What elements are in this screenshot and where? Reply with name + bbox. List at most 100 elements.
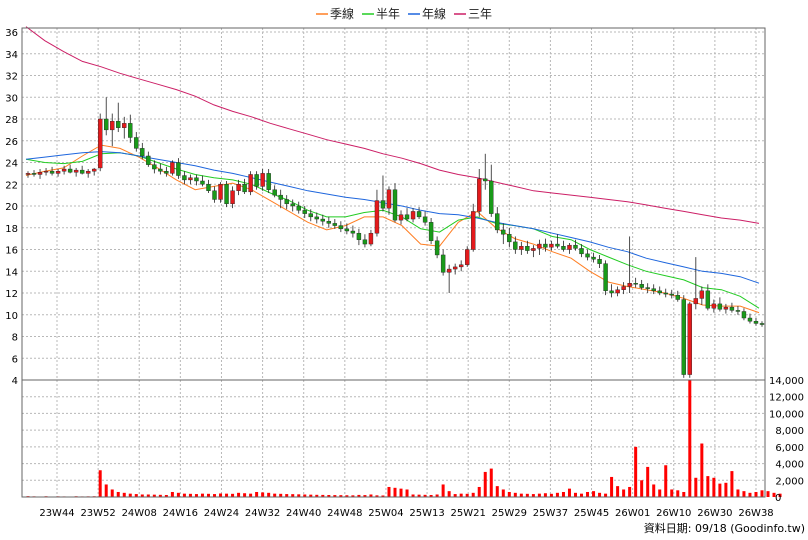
candlesticks bbox=[25, 97, 765, 378]
volume-bar bbox=[561, 491, 565, 497]
volume-bar bbox=[393, 487, 397, 497]
legend: 季線 半年 年線 三年 bbox=[316, 6, 492, 21]
candle-body bbox=[621, 286, 626, 290]
candle-body bbox=[194, 177, 199, 182]
volume-bar bbox=[140, 494, 144, 497]
volume-bar bbox=[345, 495, 349, 497]
candle-body bbox=[296, 205, 301, 211]
candle bbox=[272, 185, 277, 198]
volume-bar bbox=[381, 495, 385, 497]
candle bbox=[368, 229, 374, 247]
candle bbox=[507, 227, 512, 248]
volume-bar bbox=[580, 493, 584, 497]
candle bbox=[519, 241, 524, 255]
candle-body bbox=[170, 162, 175, 174]
candle bbox=[25, 171, 31, 178]
volume-bar bbox=[339, 495, 343, 497]
candle-body bbox=[368, 232, 374, 245]
volume-bar bbox=[483, 471, 487, 497]
plot-border bbox=[21, 27, 766, 498]
candle-body bbox=[543, 243, 548, 248]
time-tick-label: 23W52 bbox=[80, 508, 115, 519]
volume-bar bbox=[231, 493, 235, 497]
candle-body bbox=[693, 298, 699, 305]
volume-bar bbox=[543, 493, 547, 497]
candle bbox=[296, 201, 301, 214]
candle bbox=[248, 171, 253, 196]
time-tick-label: 24W16 bbox=[163, 508, 198, 519]
volume-bar bbox=[249, 493, 253, 497]
candle-body bbox=[759, 323, 765, 325]
time-tick-label: 24W40 bbox=[286, 508, 321, 519]
candle-body bbox=[79, 169, 85, 174]
volume-bar bbox=[303, 494, 307, 497]
volume-bar bbox=[555, 492, 559, 497]
candle bbox=[236, 179, 241, 196]
volume-bar bbox=[730, 471, 734, 497]
candle bbox=[627, 236, 632, 293]
candle-body bbox=[699, 290, 705, 299]
candle bbox=[320, 214, 326, 226]
candle-body bbox=[404, 214, 410, 220]
candle-body bbox=[597, 259, 602, 264]
candle-body bbox=[669, 293, 674, 296]
candle bbox=[681, 295, 686, 378]
candle-body bbox=[320, 218, 326, 222]
candle bbox=[356, 228, 362, 246]
candle bbox=[452, 263, 458, 275]
candle bbox=[501, 223, 506, 245]
candle bbox=[140, 142, 145, 160]
volume-bar bbox=[700, 443, 704, 497]
candle bbox=[741, 308, 747, 321]
candle-body bbox=[723, 306, 729, 310]
candle-body bbox=[290, 203, 295, 207]
volume-bar bbox=[459, 493, 463, 497]
candle bbox=[91, 167, 97, 176]
candle bbox=[260, 169, 265, 191]
candle bbox=[609, 284, 614, 298]
volume-bar bbox=[188, 493, 192, 497]
price-tick-label: 4 bbox=[12, 376, 18, 387]
price-tick-label: 30 bbox=[5, 93, 18, 104]
candle bbox=[37, 169, 43, 179]
candle-body bbox=[206, 184, 211, 191]
candle bbox=[134, 132, 139, 152]
volume-bar bbox=[622, 489, 626, 497]
candle bbox=[410, 208, 416, 223]
candle bbox=[513, 236, 518, 254]
volume-bar bbox=[351, 495, 355, 497]
volume-bar bbox=[291, 494, 295, 497]
candle bbox=[416, 207, 422, 220]
candle-body bbox=[55, 170, 61, 174]
volume-bar bbox=[104, 484, 108, 497]
candle-body bbox=[188, 177, 193, 181]
volume-bar bbox=[586, 491, 590, 497]
candle-body bbox=[254, 174, 259, 187]
price-tick-label: 28 bbox=[5, 115, 18, 126]
candle-body bbox=[753, 321, 759, 324]
candle-body bbox=[260, 173, 265, 187]
volume-bar bbox=[315, 494, 319, 497]
volume-bar bbox=[736, 489, 740, 497]
candle-body bbox=[91, 168, 97, 172]
volume-bar bbox=[694, 477, 698, 497]
volume-bar bbox=[748, 492, 752, 497]
candle-body bbox=[495, 213, 500, 231]
candle-body bbox=[615, 289, 620, 294]
volume-bar bbox=[297, 494, 301, 497]
price-tick-label: 8 bbox=[12, 333, 18, 344]
volume-bar bbox=[116, 491, 120, 497]
price-tick-label: 14 bbox=[5, 267, 18, 278]
candle-body bbox=[537, 243, 542, 249]
candle-body bbox=[446, 268, 452, 273]
candle-body bbox=[248, 174, 253, 193]
candle-body bbox=[489, 180, 494, 214]
candle bbox=[230, 186, 235, 209]
volume-bar bbox=[441, 484, 445, 497]
candle-body bbox=[464, 249, 470, 265]
volume-bar bbox=[477, 486, 481, 497]
candle-body bbox=[116, 120, 121, 128]
ma-line bbox=[25, 151, 760, 284]
ma-line bbox=[25, 26, 760, 224]
